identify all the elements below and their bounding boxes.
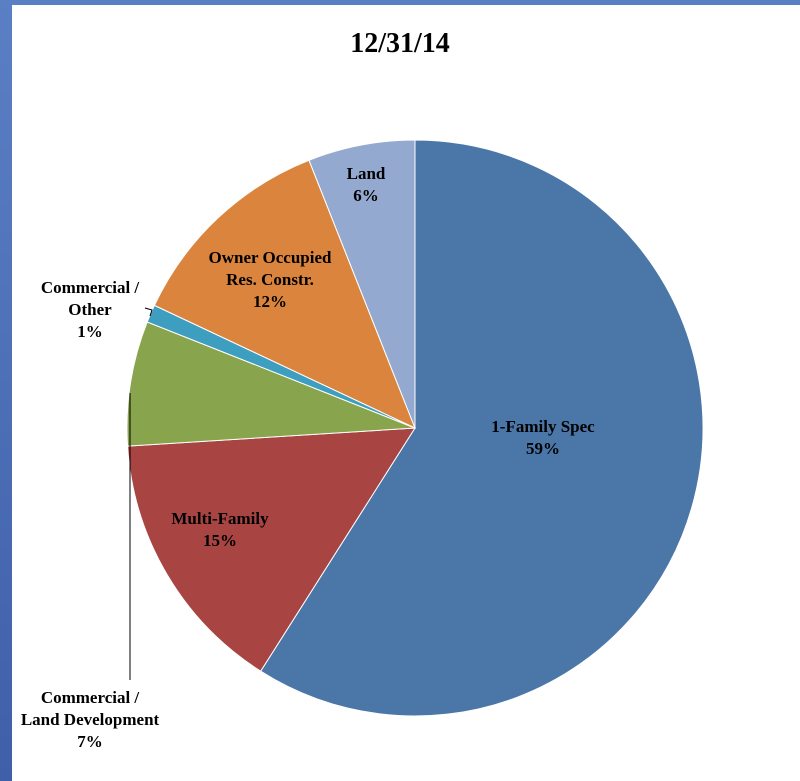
category-label: Land [346, 164, 386, 183]
slice-label: Commercial / Land Development 7% [20, 687, 160, 753]
category-label: 1-Family Spec [491, 417, 595, 436]
slice-label: Multi-Family 15% [150, 508, 290, 552]
pie-slice [126, 321, 416, 447]
category-label: Multi-Family [171, 509, 269, 528]
leader-line [144, 307, 153, 317]
category-label: Owner Occupied Res. Constr. [208, 248, 332, 289]
category-label: Commercial / Other [40, 278, 140, 319]
value-label: 7% [77, 732, 103, 751]
chart-title: 12/31/14 [350, 28, 450, 59]
value-label: 1% [77, 322, 103, 341]
value-label: 12% [253, 292, 287, 311]
value-label: 59% [526, 439, 560, 458]
slice-label: Land 6% [296, 163, 436, 207]
slice-label: 1-Family Spec 59% [443, 416, 643, 460]
slice-label: Commercial / Other 1% [20, 277, 160, 343]
pie-slice [127, 427, 416, 672]
value-label: 15% [203, 531, 237, 550]
category-label: Commercial / Land Development [20, 688, 160, 729]
pie-slice [308, 139, 416, 429]
slice-label: Owner Occupied Res. Constr. 12% [200, 247, 340, 313]
pie-slice [153, 159, 416, 429]
pie-slice [259, 139, 704, 717]
value-label: 6% [353, 186, 379, 205]
